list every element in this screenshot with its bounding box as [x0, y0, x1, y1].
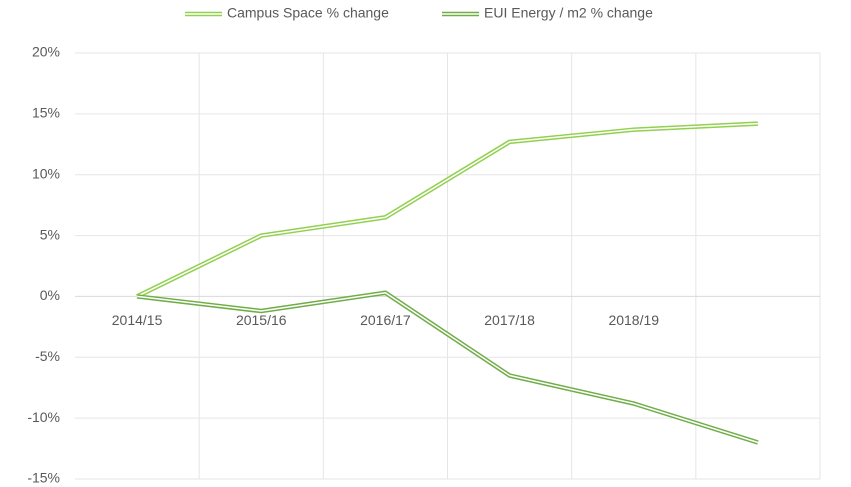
line-inner — [136, 292, 759, 444]
y-tick-label: 5% — [40, 226, 60, 242]
y-tick-label: 15% — [32, 105, 60, 121]
x-tick-label: 2014/15 — [112, 312, 163, 328]
y-tick-label: -15% — [27, 470, 60, 486]
x-tick-label: 2017/18 — [484, 312, 535, 328]
x-tick-label: 2015/16 — [236, 312, 287, 328]
y-tick-label: -5% — [35, 348, 60, 364]
legend-label: Campus Space % change — [227, 5, 389, 21]
y-tick-label: 10% — [32, 165, 60, 181]
y-tick-label: -10% — [27, 409, 60, 425]
y-tick-label: 0% — [40, 287, 60, 303]
line-inner — [136, 122, 758, 298]
y-tick-label: 20% — [32, 44, 60, 60]
legend-label: EUI Energy / m2 % change — [484, 5, 653, 21]
x-tick-label: 2018/19 — [608, 312, 659, 328]
x-tick-label: 2016/17 — [360, 312, 411, 328]
